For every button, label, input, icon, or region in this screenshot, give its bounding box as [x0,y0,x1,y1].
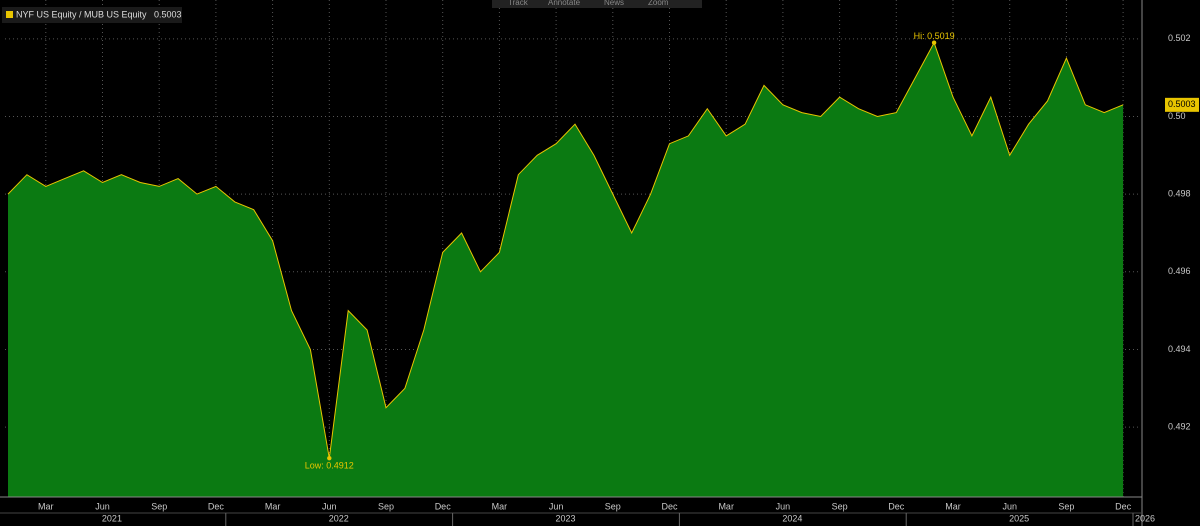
x-tick-label: Mar [492,501,508,511]
legend-label: NYF US Equity / MUB US Equity [16,9,147,19]
y-tick-label: 0.494 [1168,344,1191,354]
x-tick-label: Jun [95,501,110,511]
toolbar-button[interactable]: News [604,0,624,7]
x-tick-label: Dec [888,501,905,511]
legend-swatch [6,11,13,18]
year-label: 2022 [329,513,349,523]
x-tick-label: Sep [605,501,621,511]
x-tick-label: Sep [151,501,167,511]
year-label: 2026 [1135,513,1155,523]
x-tick-label: Sep [832,501,848,511]
x-tick-label: Dec [208,501,225,511]
x-tick-label: Sep [1058,501,1074,511]
x-tick-label: Dec [435,501,452,511]
toolbar-button[interactable]: Zoom [648,0,669,7]
annotation-dot [931,40,937,45]
annotation-dot [327,455,332,461]
x-tick-label: Dec [661,501,678,511]
x-tick-label: Jun [322,501,337,511]
x-tick-label: Sep [378,501,394,511]
legend-value: 0.5003 [154,9,182,19]
y-tick-label: 0.496 [1168,266,1191,276]
last-value-label: 0.5003 [1168,99,1196,109]
year-label: 2021 [102,513,122,523]
last-value-badge [1165,97,1199,112]
x-tick-label: Mar [38,501,54,511]
y-tick-label: 0.50 [1168,111,1186,121]
x-tick-label: Jun [549,501,564,511]
y-tick-label: 0.492 [1168,421,1191,431]
toolbar-button[interactable]: Track [508,0,529,7]
toolbar-bg [492,0,702,8]
x-tick-label: Jun [776,501,791,511]
line [7,41,1124,459]
legend-bg [2,7,182,23]
x-tick-label: Mar [265,501,281,511]
y-tick-label: 0.498 [1168,189,1191,199]
annotation-label: Low: 0.4912 [305,461,354,471]
annotation-label: Hi: 0.5019 [914,31,955,41]
y-tick-label: 0.502 [1168,33,1191,43]
year-label: 2023 [556,513,576,523]
x-tick-label: Dec [1115,501,1132,511]
x-tick-label: Jun [1002,501,1017,511]
area [8,42,1124,497]
x-tick-label: Mar [945,501,961,511]
year-label: 2025 [1009,513,1029,523]
x-tick-label: Mar [718,501,734,511]
year-label: 2024 [782,513,802,523]
toolbar-button[interactable]: Annotate [548,0,581,7]
